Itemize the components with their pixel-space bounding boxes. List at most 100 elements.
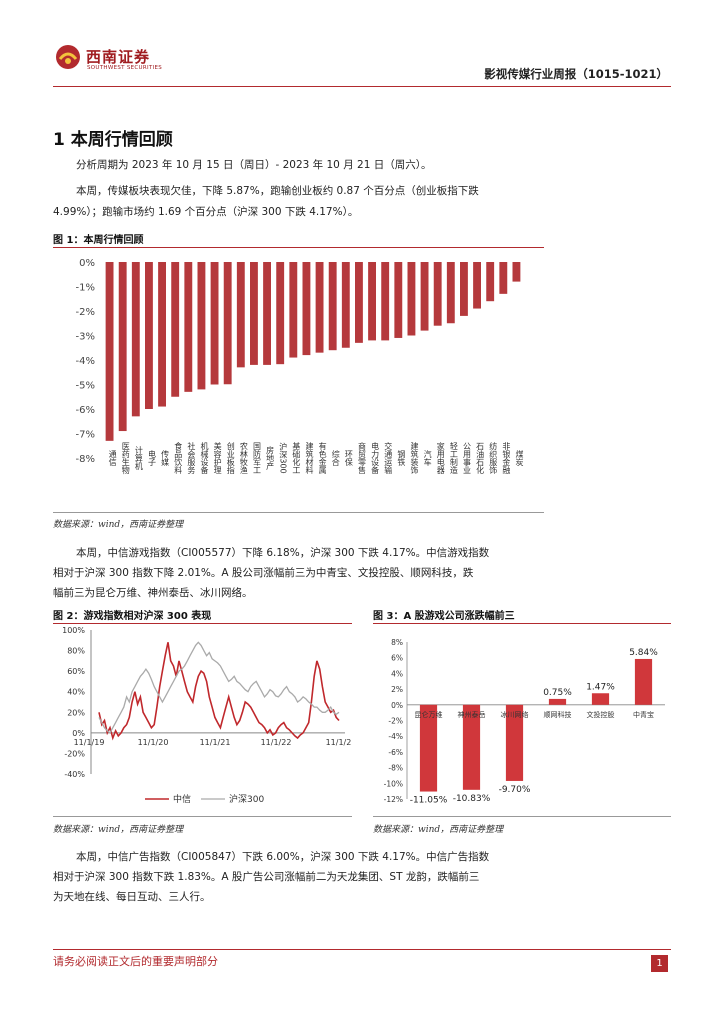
x-tick-label: 沪深300 (279, 441, 288, 473)
y-tick-label: -10% (384, 779, 403, 788)
bar (512, 262, 521, 282)
x-tick-label: 建筑装饰 (410, 441, 419, 475)
x-tick-label-group: 有色金属 (318, 441, 327, 475)
x-tick-label-group: 国防军工 (252, 442, 261, 474)
y-tick-label: 8% (391, 638, 403, 647)
logo-name: 西南证券 (86, 48, 151, 66)
x-tick-label-group: 医药生物 (121, 442, 130, 475)
x-tick-label-group: 创业板指 (226, 441, 235, 475)
y-tick-label: -5% (76, 381, 95, 392)
bar (158, 262, 166, 407)
footer-rule (53, 949, 671, 950)
paragraph-summary-line1: 本周，传媒板块表现欠佳，下降 5.87%，跑输创业板约 0.87 个百分点（创业… (76, 185, 479, 197)
bar (302, 262, 311, 356)
x-tick-label: 通信 (108, 449, 117, 467)
bar (462, 704, 481, 790)
x-tick-label-group: 公用事业 (462, 442, 471, 474)
bar (446, 262, 455, 324)
y-tick-label: 6% (391, 654, 403, 663)
x-tick-label: 汽车 (423, 449, 432, 467)
legend-label-citic: 中信 (173, 793, 191, 805)
bar (591, 693, 610, 705)
paragraph-ad-line3: 为天地在线、每日互动、三人行。 (53, 891, 211, 903)
bar (355, 262, 363, 343)
x-tick-label: 食品饮料 (174, 441, 183, 475)
x-tick-label: 家用电器 (436, 441, 445, 475)
figure1-chart: 0% -1% -2% -3% -4% -5% -6% -7% -8% 通信 医药生物 计算机 电子 传媒食… (76, 258, 524, 475)
x-tick-label-group: 石油石化 (476, 442, 485, 475)
figure3-bottom-rule (373, 816, 671, 817)
x-tick-label: 11/1/20 (138, 738, 169, 747)
y-tick-label: -40% (64, 770, 85, 779)
logo-icon (56, 45, 80, 69)
x-tick-label-group: 汽车 (423, 449, 432, 467)
x-tick-label: 综合 (331, 449, 340, 467)
x-tick-label: 非银金融 (502, 441, 511, 475)
x-tick-label-group: 钢铁 (397, 449, 406, 467)
x-tick-label-group: 建筑装饰 (410, 441, 419, 475)
x-tick-label: 房地产 (266, 445, 275, 471)
series-line-citic (98, 642, 340, 741)
x-tick-label-group: 电子 (147, 449, 156, 466)
x-tick-label-group: 通信 (108, 449, 117, 467)
x-tick-label-group: 综合 (331, 449, 340, 467)
bar (315, 262, 324, 353)
figure1-top-rule (53, 247, 544, 248)
y-tick-label: -1% (76, 283, 95, 294)
bar (118, 262, 127, 432)
y-tick-label: -6% (76, 405, 95, 416)
y-tick-label: 4% (391, 669, 403, 678)
data-label: -11.05% (410, 796, 448, 806)
header: 西南证券 SOUTHWEST SECURITIES 影视传媒行业周报（1015-… (0, 0, 724, 90)
y-tick-label: -6% (388, 748, 403, 757)
x-tick-label: 煤炭 (515, 449, 524, 467)
y-tick-label: 0% (79, 258, 95, 269)
data-label: 0.75% (543, 688, 572, 698)
y-tick-label: 100% (62, 626, 85, 635)
x-tick-label: 创业板指 (226, 441, 235, 475)
figure2-chart: 100% 80% 60% 40% 20% 0% -20% -40% 11/1/19 11/1/20… (62, 626, 352, 805)
paragraph-period: 分析周期为 2023 年 10 月 15 日（周日）- 2023 年 10 月 … (76, 159, 432, 171)
x-tick-label: 11/1/21 (200, 738, 231, 747)
x-tick-label: 医药生物 (121, 442, 130, 475)
x-tick-label-group: 房地产 (266, 445, 275, 471)
bar (486, 262, 495, 302)
x-tick-label-group: 基础化工 (292, 441, 301, 474)
x-tick-label-group: 非银金融 (502, 441, 511, 475)
x-tick-label-group: 轻工制造 (449, 441, 458, 475)
x-tick-label: 冰川网络 (501, 710, 529, 719)
x-tick-label-group: 社会服务 (187, 441, 196, 475)
x-tick-label: 基础化工 (292, 441, 301, 474)
data-label: -10.83% (453, 794, 491, 804)
y-tick-label: 20% (67, 708, 85, 717)
x-tick-label-group: 交通运输 (384, 441, 393, 475)
x-tick-label-group: 传媒 (161, 449, 170, 467)
x-tick-label: 公用事业 (462, 442, 471, 474)
y-tick-label: 40% (67, 688, 85, 697)
bar (184, 262, 193, 392)
x-tick-label: 顺网科技 (544, 710, 572, 719)
x-tick-label: 轻工制造 (449, 441, 458, 475)
bar (250, 262, 258, 365)
x-tick-label: 环保 (344, 450, 353, 467)
bar (407, 262, 416, 336)
x-tick-label-group: 沪深300 (279, 441, 288, 473)
bar (236, 262, 245, 368)
series-line-hs300 (98, 641, 340, 734)
legend-label-hs300: 沪深300 (229, 793, 264, 805)
bar (433, 262, 442, 326)
paragraph-summary-line2: 4.99%）；跑输市场约 1.69 个百分点（沪深 300 下跌 4.17%）。 (53, 206, 359, 218)
bar (499, 262, 508, 294)
y-tick-label: 2% (391, 685, 403, 694)
figure2-top-rule (53, 623, 352, 624)
y-tick-label: -2% (76, 307, 95, 318)
bar (145, 262, 153, 409)
bar (210, 262, 219, 385)
bar (328, 262, 337, 351)
figure2-source: 数据来源：wind，西南证券整理 (53, 825, 184, 835)
bar (505, 704, 524, 781)
bar (473, 262, 481, 309)
bar (548, 698, 567, 705)
x-tick-label-group: 计算机 (134, 445, 143, 471)
x-tick-label: 石油石化 (476, 442, 485, 475)
